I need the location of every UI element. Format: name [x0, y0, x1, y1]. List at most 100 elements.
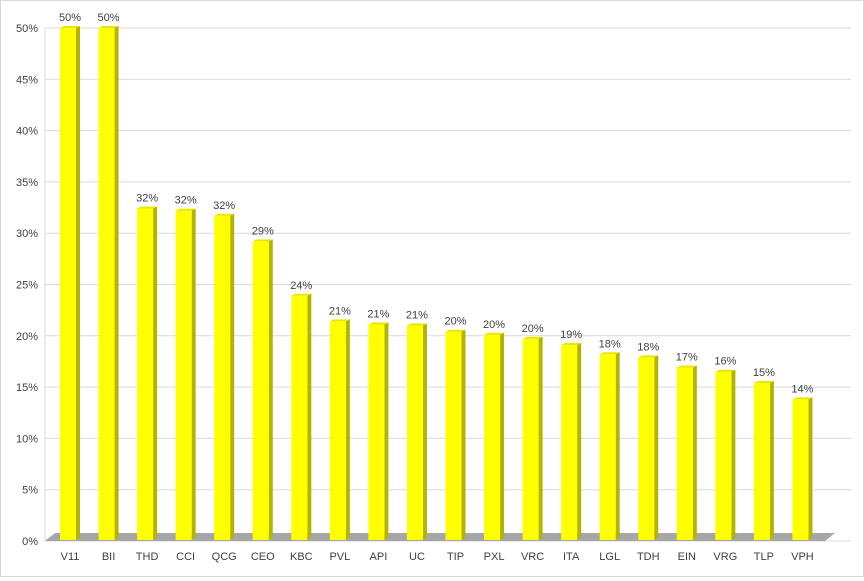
x-tick-label: ITA	[563, 551, 580, 563]
bar	[252, 241, 269, 540]
y-tick-label: 25%	[16, 280, 38, 292]
bar-side	[114, 26, 119, 540]
bar-side	[731, 369, 736, 540]
bar	[753, 382, 770, 540]
bar-top	[638, 355, 659, 358]
bar	[484, 334, 501, 540]
bar-side	[461, 329, 466, 540]
x-tick-label: PVL	[329, 551, 350, 563]
bar-side	[808, 397, 813, 540]
x-tick-label: API	[370, 551, 388, 563]
data-label: 19%	[560, 329, 582, 341]
data-label: 21%	[329, 305, 351, 317]
bar	[599, 354, 616, 540]
data-label: 18%	[599, 338, 621, 350]
y-tick-label: 10%	[16, 433, 38, 445]
x-tick-label: TLP	[754, 551, 774, 563]
bar-top	[599, 352, 620, 355]
data-label: 17%	[676, 352, 698, 364]
x-tick-label: BII	[102, 551, 115, 563]
bar-top	[715, 369, 736, 372]
bar-side	[577, 343, 582, 540]
bar-side	[654, 355, 659, 540]
bar	[445, 331, 462, 540]
bar	[561, 345, 578, 540]
data-label: 21%	[406, 310, 428, 322]
bar	[98, 28, 115, 540]
data-label: 14%	[791, 383, 813, 395]
data-label: 21%	[367, 309, 389, 321]
y-tick-label: 30%	[16, 228, 38, 240]
bar	[60, 28, 76, 540]
y-tick-label: 5%	[22, 485, 38, 497]
y-tick-label: 50%	[16, 23, 38, 35]
x-tick-label: TDH	[637, 551, 660, 563]
y-tick-label: 0%	[22, 536, 38, 548]
bar	[175, 210, 192, 541]
bar-top	[484, 332, 505, 335]
bar-top	[561, 343, 582, 346]
y-tick-label: 35%	[16, 177, 38, 189]
chart-floor	[45, 533, 835, 541]
bar-side	[615, 352, 620, 540]
bar-top	[175, 208, 196, 211]
bar-side	[384, 322, 389, 540]
data-label: 20%	[483, 319, 505, 331]
data-label: 15%	[753, 367, 775, 379]
bar-side	[692, 365, 697, 540]
bar	[522, 338, 539, 540]
bar-top	[522, 336, 543, 339]
bar	[715, 371, 732, 540]
x-tick-label: QCG	[212, 551, 237, 563]
bar-top	[406, 323, 427, 326]
bar-top	[792, 397, 813, 400]
bar	[214, 215, 231, 540]
x-tick-label: VPH	[791, 551, 814, 563]
x-tick-label: TIP	[447, 551, 464, 563]
x-tick-label: LGL	[599, 551, 620, 563]
bar-side	[769, 380, 774, 540]
data-label: 32%	[213, 200, 235, 212]
bar	[329, 321, 346, 540]
bar	[406, 325, 423, 540]
data-label: 20%	[444, 316, 466, 328]
y-tick-label: 20%	[16, 331, 38, 343]
x-tick-label: CEO	[251, 551, 275, 563]
y-tick-label: 15%	[16, 382, 38, 394]
bar-top	[214, 213, 235, 216]
data-label: 32%	[136, 193, 158, 205]
bar-top	[753, 380, 774, 383]
x-tick-label: VRC	[521, 551, 544, 563]
bar-top	[445, 329, 466, 332]
data-label: 29%	[252, 225, 274, 237]
bar-side	[191, 208, 196, 541]
bar-top	[329, 319, 350, 322]
data-label: 50%	[59, 12, 81, 24]
data-label: 32%	[175, 195, 197, 207]
x-tick-label: V11	[61, 551, 80, 563]
x-tick-label: PXL	[484, 551, 505, 563]
bar	[676, 367, 693, 540]
bar-side	[153, 206, 158, 541]
bar-side	[500, 332, 505, 540]
data-label: 24%	[290, 280, 312, 292]
bar-top	[368, 322, 389, 325]
data-label: 16%	[714, 356, 736, 368]
bar-top	[252, 239, 273, 242]
data-label: 50%	[98, 12, 120, 24]
x-tick-label: VRG	[713, 551, 737, 563]
y-tick-label: 45%	[16, 74, 38, 86]
bar	[368, 324, 385, 540]
data-label: 18%	[637, 341, 659, 353]
bar	[792, 399, 809, 540]
bar	[638, 357, 655, 540]
x-tick-label: CCI	[176, 551, 195, 563]
bar-top	[60, 26, 80, 28]
data-label: 20%	[522, 323, 544, 335]
bar-side	[345, 319, 350, 540]
y-tick-label: 40%	[16, 126, 38, 138]
bar-side	[538, 336, 543, 540]
bar-side	[230, 213, 235, 540]
